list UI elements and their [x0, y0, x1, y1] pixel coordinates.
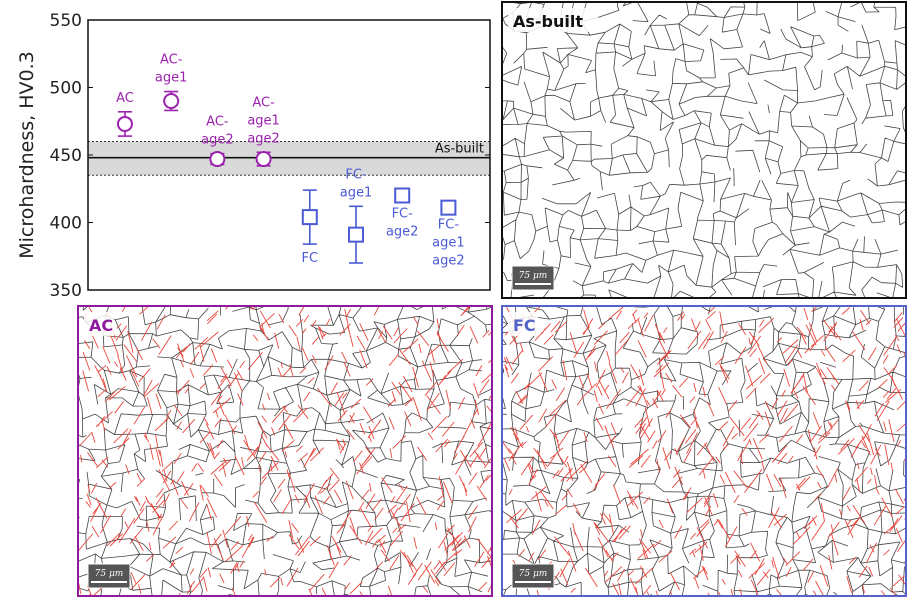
panel-label: AC	[89, 316, 113, 335]
panel-border	[502, 2, 906, 298]
y-axis-label: Microhardness, HV0.3	[16, 51, 38, 258]
point-label: age2	[201, 133, 234, 148]
data-point	[441, 201, 455, 215]
twin-boundaries	[78, 292, 507, 598]
point-label: age1	[155, 71, 188, 86]
data-point	[164, 94, 178, 108]
data-point	[210, 152, 224, 166]
point-label: age2	[247, 131, 280, 146]
micrograph	[482, 286, 908, 598]
twin-boundaries	[503, 297, 908, 598]
point-label: age2	[386, 225, 419, 240]
scale-bar-label: 75 μm	[519, 569, 548, 579]
point-label: FC	[302, 251, 319, 266]
point-label: age1	[247, 113, 280, 128]
data-point	[349, 228, 363, 242]
panel-label: FC	[513, 316, 536, 335]
data-point	[303, 210, 317, 224]
point-label: age2	[432, 253, 465, 268]
point-label: AC	[116, 91, 134, 106]
y-tick-label: 500	[50, 79, 82, 99]
panel-label: As-built	[513, 12, 583, 31]
point-label: FC-	[392, 207, 414, 222]
point-label: AC-	[206, 115, 229, 130]
point-label: age1	[432, 235, 465, 250]
point-label: AC-	[160, 53, 183, 68]
data-point	[257, 152, 271, 166]
point-label: age1	[340, 185, 373, 200]
y-tick-label: 400	[50, 214, 82, 234]
point-label: FC-	[345, 167, 367, 182]
scale-bar-label: 75 μm	[519, 271, 548, 281]
y-tick-label: 450	[50, 146, 82, 166]
reference-label: As-built	[435, 142, 484, 157]
scale-bar-label: 75 μm	[95, 569, 124, 579]
data-point	[395, 189, 409, 203]
y-tick-label: 350	[50, 281, 82, 301]
micrograph	[58, 286, 507, 598]
point-label: AC-	[252, 95, 275, 110]
y-tick-label: 550	[50, 11, 82, 31]
grain-boundaries	[482, 286, 908, 598]
point-label: FC-	[438, 217, 460, 232]
figure: As-built 350 400 450 500 550 Microhardness, HV…	[0, 0, 908, 598]
data-point	[118, 117, 132, 131]
